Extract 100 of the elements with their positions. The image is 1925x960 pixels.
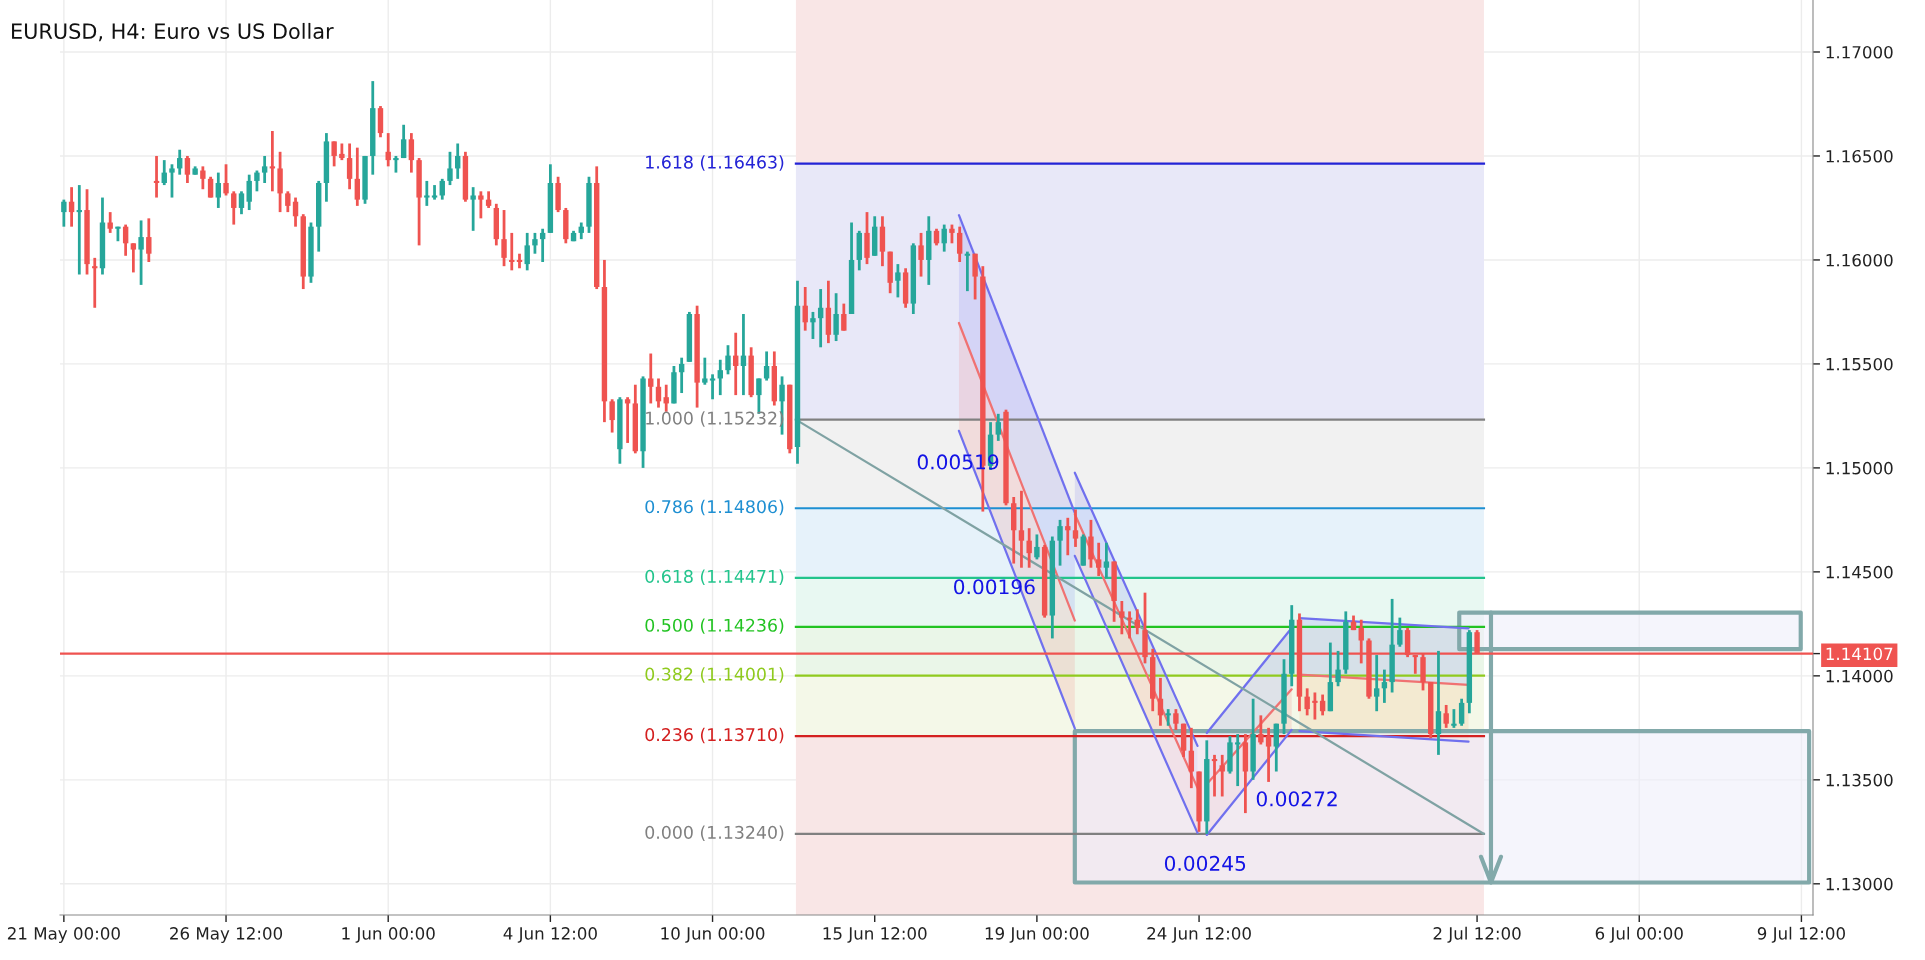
y-tick-label: 1.15500 <box>1826 357 1893 371</box>
ref-line-label: 0.236 (1.13710) <box>645 727 784 744</box>
candlestick <box>972 252 978 301</box>
candlestick <box>702 356 708 387</box>
ref-line-label: 0.000 (1.13240) <box>645 825 784 841</box>
candlestick <box>501 208 507 268</box>
candlestick <box>354 146 361 208</box>
candlestick <box>200 164 206 191</box>
y-tick-label: 1.16500 <box>1826 149 1893 163</box>
candlestick <box>1258 713 1264 746</box>
candlestick <box>207 175 214 199</box>
ref-line-label: 0.382 (1.14001) <box>645 667 784 683</box>
candlestick <box>424 179 430 208</box>
candlestick <box>1057 518 1063 568</box>
candlestick <box>1211 753 1218 798</box>
y-tick-label: 1.17000 <box>1826 45 1893 59</box>
candlestick <box>169 162 175 199</box>
candlestick <box>223 162 229 197</box>
y-tick-label: 1.16000 <box>1826 253 1893 267</box>
ref-line-label: 0.786 (1.14806) <box>645 499 784 516</box>
candlestick <box>76 183 83 276</box>
candlestick <box>1065 516 1071 557</box>
candlestick <box>1018 489 1025 570</box>
candlestick <box>61 198 67 229</box>
candlestick <box>1119 599 1125 636</box>
x-tick-label: 15 Jun 12:00 <box>823 927 927 943</box>
x-tick-label: 21 May 00:00 <box>7 927 120 943</box>
candlestick <box>1103 541 1110 580</box>
annotation: 0.00245 <box>1164 855 1246 871</box>
candlestick <box>810 310 816 341</box>
x-tick-label: 6 Jul 00:00 <box>1595 926 1683 943</box>
candlestick <box>138 219 144 287</box>
candlestick <box>107 210 113 235</box>
candlestick <box>215 171 222 210</box>
ref-line-label: 1.618 (1.16463) <box>646 155 784 171</box>
candlestick <box>331 140 337 168</box>
candlestick <box>964 250 971 293</box>
candlestick <box>524 231 530 272</box>
candlestick <box>624 395 631 445</box>
candlestick <box>763 350 770 382</box>
x-tick-label: 1 Jun 00:00 <box>342 927 435 943</box>
candlestick <box>153 154 160 199</box>
candlestick <box>238 189 245 216</box>
candlestick <box>1026 526 1032 570</box>
candlestick <box>455 142 461 181</box>
y-tick-label: 1.13500 <box>1826 773 1893 787</box>
ref-line-label: 0.618 (1.14471) <box>645 569 784 585</box>
candlestick <box>895 262 901 299</box>
candlestick <box>609 397 615 434</box>
candlestick <box>184 154 191 185</box>
candlestick <box>709 372 716 401</box>
ref-line-label: 0.500 (1.14236) <box>645 618 784 634</box>
candlestick <box>254 169 260 193</box>
candlestick <box>447 150 453 187</box>
candlestick <box>833 291 839 343</box>
candlestick <box>408 131 415 174</box>
annotation: 0.00272 <box>1256 791 1337 807</box>
candlestick <box>648 352 654 405</box>
candlestick <box>1373 653 1380 713</box>
candlestick <box>1072 508 1079 549</box>
candlestick <box>841 302 847 333</box>
candlestick <box>1234 732 1241 788</box>
x-tick-label: 19 Jun 00:00 <box>985 927 1089 943</box>
candlestick <box>1312 691 1318 721</box>
candlestick <box>130 241 137 274</box>
candlestick <box>1443 703 1449 730</box>
candlestick <box>1273 722 1279 773</box>
candlestick <box>431 183 438 202</box>
y-tick-label: 1.13000 <box>1826 877 1893 891</box>
x-tick-label: 4 Jun 12:00 <box>503 927 597 943</box>
candlestick <box>478 189 484 220</box>
candlestick <box>246 173 252 212</box>
x-tick-label: 2 Jul 12:00 <box>1433 926 1521 943</box>
candlestick <box>725 343 731 376</box>
candlestick <box>346 142 353 191</box>
x-tick-label: 26 May 12:00 <box>170 927 283 943</box>
candlestick <box>1265 726 1272 784</box>
candlestick <box>1304 686 1310 717</box>
candlestick <box>470 185 476 233</box>
candlestick <box>949 223 955 245</box>
candlestick <box>509 231 515 272</box>
candlestick <box>261 154 268 185</box>
candlestick <box>269 129 276 193</box>
candlestick <box>1088 518 1094 570</box>
candlestick <box>1335 649 1341 688</box>
candlestick <box>146 216 152 264</box>
candlestick <box>1034 533 1040 561</box>
candlestick <box>1451 707 1457 730</box>
candlestick <box>1173 707 1179 732</box>
y-tick-label: 1.14107 <box>1826 647 1893 661</box>
candlestick <box>285 189 291 214</box>
x-tick-label: 10 Jun 00:00 <box>661 927 765 943</box>
candlestick <box>1458 697 1465 728</box>
candlestick <box>92 256 98 310</box>
candlestick <box>516 252 523 270</box>
candlestick <box>1435 649 1442 757</box>
candlestick <box>1095 541 1102 578</box>
text: EURUSD, H4: Euro vs US Dollar <box>12 22 334 42</box>
candlestick <box>1188 726 1195 790</box>
x-tick-label: 24 Jun 12:00 <box>1147 927 1251 943</box>
